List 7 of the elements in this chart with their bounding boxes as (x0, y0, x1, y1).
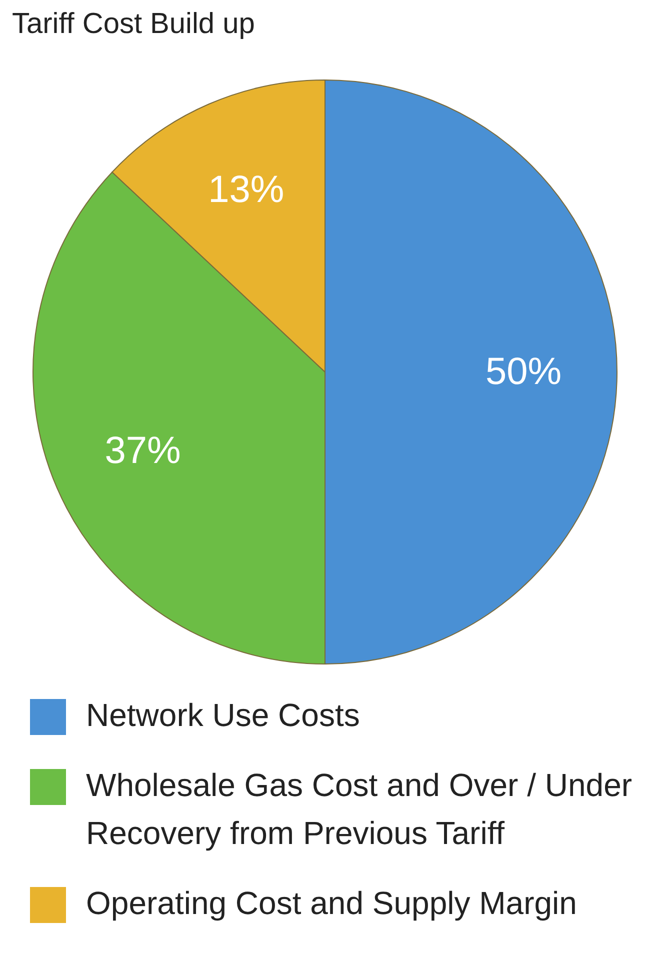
legend-label: Network Use Costs (86, 696, 361, 735)
legend-label: Wholesale Gas Cost and Over / Under Recovery from Previous Tariff (86, 766, 634, 853)
legend-label: Operating Cost and Supply Margin (86, 884, 578, 923)
data-label: 37% (104, 430, 181, 472)
data-label: 13% (208, 168, 284, 211)
chart-title: Tariff Cost Build up (12, 8, 256, 41)
data-label: 50% (486, 351, 562, 393)
